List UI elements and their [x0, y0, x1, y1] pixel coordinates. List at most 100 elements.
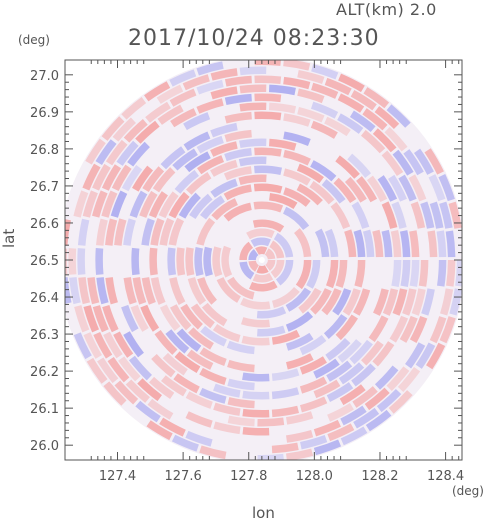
y-tick-label: 26.3	[30, 328, 59, 343]
radar-segment	[310, 120, 338, 139]
radar-segment	[299, 396, 328, 413]
radar-segment	[182, 74, 210, 91]
x-unit-label: (deg)	[452, 484, 484, 498]
radar-segment	[271, 387, 300, 400]
radar-segment	[196, 61, 224, 76]
radar-segment	[310, 160, 337, 182]
radar-segment	[286, 411, 314, 425]
radar-segment	[392, 149, 414, 176]
radar-segment	[194, 247, 204, 277]
radar-segment	[92, 305, 109, 333]
radar-segment	[239, 66, 267, 76]
radar-segment	[199, 445, 227, 460]
radar-segment	[211, 198, 238, 221]
radar-segment	[123, 277, 137, 305]
radar-segment	[265, 260, 276, 271]
radar-segment	[227, 359, 255, 373]
radar-segment	[83, 332, 102, 359]
radar-segment	[418, 260, 429, 287]
radar-segment	[144, 81, 171, 102]
radar-segment	[147, 398, 174, 420]
radar-segment	[196, 79, 224, 95]
radar-segment	[310, 101, 339, 119]
radar-segment	[310, 288, 332, 315]
radar-segment	[185, 171, 212, 195]
radar-segment	[248, 260, 259, 272]
radar-segment	[185, 391, 213, 409]
radar-segment	[135, 400, 161, 423]
radar-center-point	[258, 257, 265, 263]
radar-segment	[77, 248, 86, 275]
radar-segment	[87, 277, 100, 305]
radar-segment	[352, 386, 378, 408]
radar-segment	[169, 69, 197, 87]
radar-segment	[362, 229, 375, 258]
radar-segment	[390, 230, 402, 258]
radar-segment	[411, 288, 426, 316]
radar-segment	[223, 202, 252, 222]
radar-segment	[254, 60, 281, 66]
radar-segment	[275, 260, 294, 286]
radar-segment	[366, 175, 388, 202]
radar-segment	[448, 201, 462, 229]
radar-segment	[141, 218, 155, 246]
radar-segment	[200, 325, 227, 347]
radar-segment	[150, 218, 165, 246]
radar-segment	[86, 357, 108, 384]
radar-segment	[125, 379, 150, 403]
radar-segment	[354, 260, 366, 288]
radar-segment	[326, 360, 353, 382]
radar-segment	[299, 376, 328, 394]
radar-segment	[257, 325, 286, 337]
radar-segment	[392, 288, 408, 316]
radar-segment	[190, 303, 215, 329]
radar-segment	[327, 423, 355, 442]
radar-segment	[297, 88, 325, 104]
radar-segment	[337, 339, 362, 363]
radar-segment	[299, 335, 327, 356]
radar-segment	[389, 315, 409, 343]
radar-segment	[285, 332, 314, 351]
radar-segment	[150, 277, 166, 305]
radar-segment	[199, 367, 227, 386]
x-tick-label: 128.4	[427, 469, 464, 484]
radar-segment	[227, 397, 255, 409]
radar-segment	[111, 164, 132, 192]
radar-segment	[405, 342, 426, 369]
radar-segment	[268, 84, 296, 96]
timestamp-title: 2017/10/24 08:23:30	[128, 26, 380, 51]
radar-segment	[212, 323, 241, 343]
radar-segment	[114, 380, 139, 405]
radar-segment	[96, 277, 109, 305]
radar-segment	[283, 168, 311, 186]
radar-segment	[93, 331, 113, 359]
radar-segment	[241, 335, 270, 346]
radar-segment	[161, 375, 187, 397]
radar-segment	[165, 329, 190, 354]
radar-segment	[185, 411, 213, 428]
radar-segment	[323, 314, 348, 339]
radar-segment	[271, 368, 300, 382]
radar-segment	[159, 417, 186, 437]
radar-segment	[409, 260, 420, 287]
radar-segment	[173, 373, 200, 394]
radar-segment	[210, 178, 238, 198]
radar-segment	[269, 240, 285, 259]
radar-segment	[269, 192, 298, 210]
radar-segment	[186, 349, 214, 370]
y-tick-label: 26.5	[30, 254, 59, 269]
radar-segment	[330, 201, 351, 230]
radar-segment	[129, 190, 148, 218]
radar-segment	[372, 341, 395, 367]
radar-segment	[239, 138, 267, 149]
radar-segment	[73, 332, 92, 360]
radar-segment	[410, 201, 426, 229]
radar-segment	[415, 342, 436, 369]
radar-segment	[102, 305, 119, 333]
radar-segment	[286, 353, 314, 370]
radar-segment	[313, 419, 341, 437]
radar-segment	[335, 155, 360, 179]
radar-segment	[184, 151, 211, 173]
radar-segment	[140, 304, 160, 332]
